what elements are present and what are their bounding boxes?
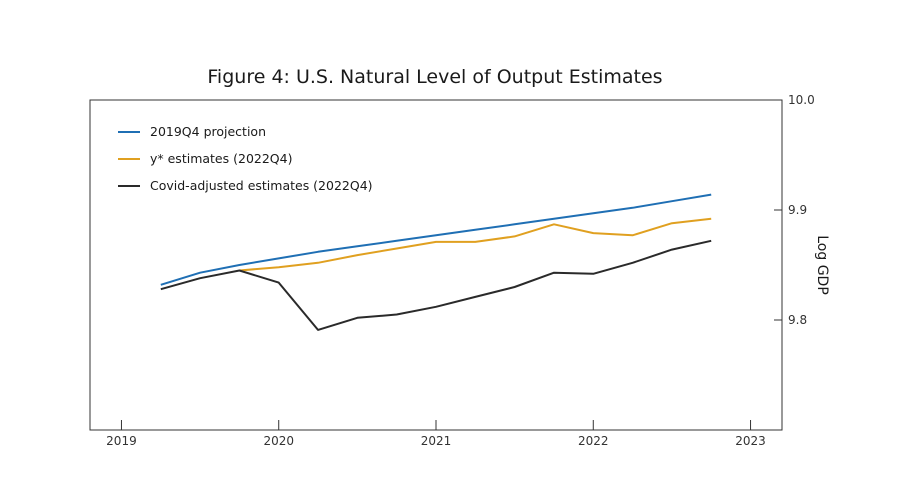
x-axis: 2019 2020 2021 2022 2023 [106,420,766,448]
x-tick-label: 2019 [106,434,137,448]
legend-label: Covid-adjusted estimates (2022Q4) [150,178,373,193]
y-axis-title: Log GDP [814,235,830,295]
series-line-covid-adjusted-estimates-2022q4 [160,239,712,331]
y-tick-label: 10.0 [788,93,815,107]
series-lines [160,193,712,331]
y-tick-label: 9.9 [788,203,807,217]
plot-frame [89,99,783,431]
legend-label: y* estimates (2022Q4) [150,151,292,166]
x-tick-label: 2020 [263,434,294,448]
x-tick-label: 2022 [578,434,609,448]
legend: 2019Q4 projection y* estimates (2022Q4) Co… [118,124,373,193]
y-axis: 9.8 9.9 10.0 [774,93,815,327]
legend-label: 2019Q4 projection [150,124,266,139]
series-line-y-estimates-2022q4 [239,217,712,272]
series-line-2019q4-projection [160,193,712,286]
x-tick-label: 2021 [421,434,452,448]
x-tick-label: 2023 [735,434,766,448]
y-tick-label: 9.8 [788,313,807,327]
chart-title: Figure 4: U.S. Natural Level of Output E… [207,66,663,88]
